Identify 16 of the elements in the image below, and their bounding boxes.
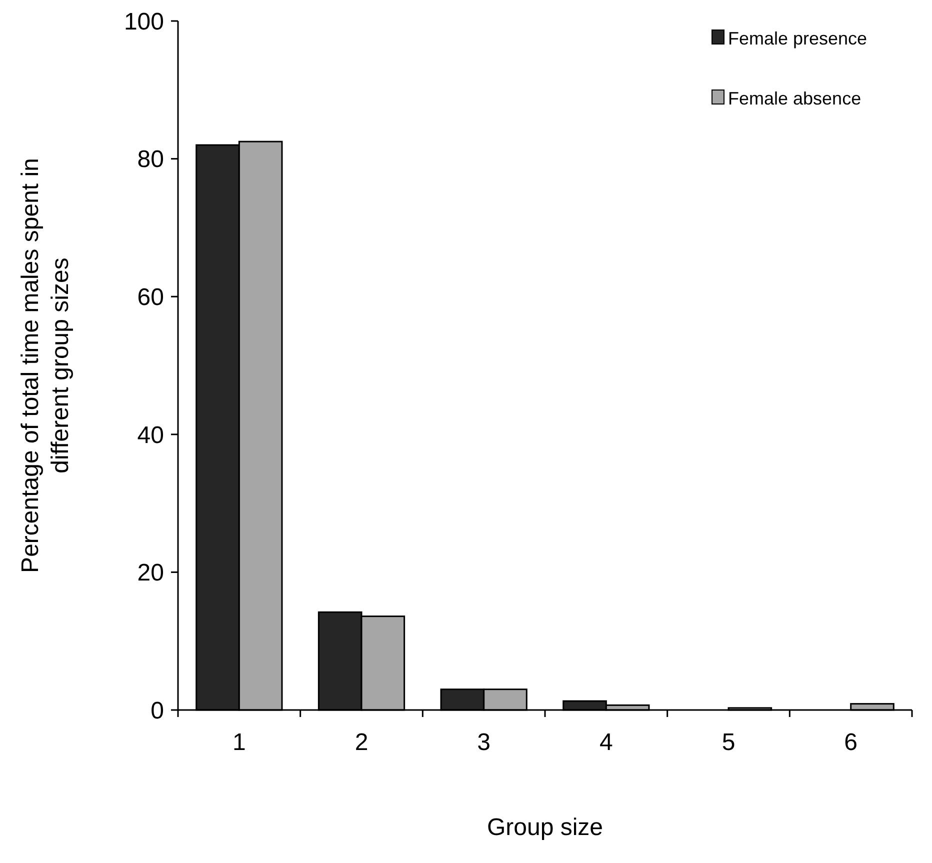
legend-label: Female presence [728,28,868,48]
y-tick-label: 80 [137,146,164,174]
x-axis-title: Group size [486,814,604,841]
x-tick-label: 2 [354,729,368,756]
y-axis-title: Percentage of total time males spent in different group sizes [17,158,74,573]
x-tick-label: 1 [232,729,246,756]
y-tick-label: 40 [137,422,164,449]
x-tick-label: 4 [599,729,613,756]
y-tick-label: 20 [137,560,164,587]
y-tick-label: 60 [137,284,164,311]
y-tick-label: 0 [150,697,164,724]
x-tick-label: 6 [844,729,858,756]
x-tick-label: 3 [477,729,491,756]
legend-label: Female absence [728,88,862,108]
x-tick-label: 5 [722,729,736,756]
y-tick-label: 100 [124,8,164,36]
